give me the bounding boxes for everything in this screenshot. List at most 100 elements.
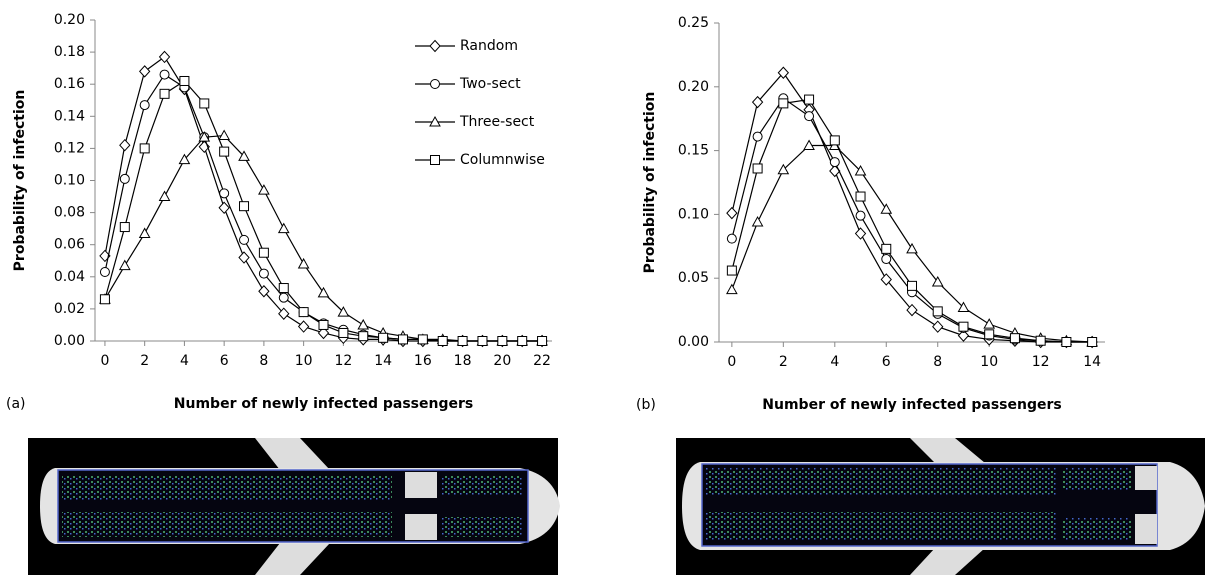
data-point	[880, 203, 893, 214]
data-point	[517, 336, 528, 346]
data-point	[278, 307, 290, 320]
data-point	[726, 206, 738, 220]
data-point	[219, 146, 230, 157]
data-point	[178, 153, 191, 165]
y-tick-label: 0.25	[678, 15, 709, 31]
x-tick-label: 4	[180, 353, 189, 369]
data-point	[138, 65, 151, 78]
data-point	[119, 138, 131, 152]
y-tick-label: 0.00	[678, 334, 709, 350]
x-tick-label: 6	[882, 354, 891, 370]
data-point	[159, 69, 170, 80]
data-point	[258, 247, 269, 258]
y-tick-label: 0.10	[54, 173, 85, 189]
data-point	[1087, 337, 1098, 347]
data-point	[437, 336, 448, 346]
x-tick-label: 0	[727, 354, 736, 370]
data-point	[297, 257, 310, 269]
data-point	[1035, 335, 1046, 346]
data-point	[239, 234, 250, 245]
data-point	[317, 326, 330, 340]
y-tick-label: 0.02	[54, 301, 85, 317]
data-point	[258, 184, 270, 195]
data-point	[138, 227, 151, 238]
legend-label: Three-sect	[459, 114, 535, 130]
data-point	[337, 306, 350, 317]
y-axis-title: Probability of infection	[642, 92, 658, 274]
x-axis-title: Number of newly infected passengers	[174, 396, 473, 412]
data-point	[99, 294, 110, 305]
data-point	[804, 94, 815, 105]
data-point	[829, 164, 841, 178]
data-point	[829, 157, 840, 168]
data-point	[983, 318, 996, 329]
y-tick-label: 0.16	[54, 76, 85, 92]
x-tick-label: 2	[140, 353, 149, 369]
data-point	[855, 210, 866, 221]
x-tick-label: 22	[533, 353, 551, 369]
plane-image-a	[28, 438, 560, 575]
data-point	[777, 163, 790, 175]
data-point	[238, 150, 250, 161]
data-point	[417, 334, 428, 345]
data-point	[358, 331, 369, 342]
data-point	[932, 320, 944, 333]
data-point	[854, 164, 867, 176]
data-point	[317, 286, 330, 298]
data-point	[298, 307, 309, 318]
data-point	[338, 327, 349, 338]
legend-label: Two-sect	[459, 76, 521, 92]
legend-marker	[430, 79, 440, 89]
y-tick-label: 0.12	[54, 140, 85, 156]
y-tick-label: 0.15	[678, 143, 709, 159]
y-axis-title: Probability of infection	[12, 90, 28, 272]
data-point	[803, 139, 815, 150]
plane-image-b	[676, 438, 1205, 575]
legend-marker	[430, 155, 440, 165]
data-point	[751, 95, 764, 109]
x-tick-label: 18	[454, 353, 472, 369]
data-point	[881, 254, 892, 265]
x-tick-label: 16	[414, 353, 432, 369]
data-point	[378, 332, 389, 343]
data-point	[397, 334, 408, 345]
legend-label: Columnwise	[460, 152, 545, 168]
x-tick-label: 8	[933, 354, 942, 370]
x-tick-label: 10	[980, 354, 998, 370]
data-point	[804, 111, 815, 122]
data-point	[752, 163, 763, 174]
data-point	[238, 251, 250, 264]
x-tick-label: 4	[830, 354, 839, 370]
legend-marker	[429, 39, 441, 53]
data-point	[139, 143, 150, 154]
legend-label: Random	[460, 38, 518, 54]
data-point	[1009, 333, 1020, 344]
x-tick-label: 10	[295, 353, 313, 369]
y-tick-label: 0.20	[678, 79, 709, 95]
data-point	[880, 273, 892, 286]
data-point	[778, 98, 789, 109]
data-point	[258, 268, 269, 279]
data-point	[829, 135, 840, 146]
data-point	[99, 266, 110, 277]
data-point	[119, 222, 130, 233]
data-point	[932, 306, 943, 317]
data-point	[906, 303, 918, 317]
data-point	[219, 188, 230, 199]
data-point	[958, 321, 969, 332]
data-point	[957, 329, 970, 342]
data-point	[906, 242, 918, 254]
data-point	[158, 50, 171, 64]
data-point	[159, 88, 170, 99]
y-tick-label: 0.18	[54, 44, 85, 60]
data-point	[278, 292, 289, 303]
y-tick-label: 0.06	[54, 237, 85, 253]
data-point	[218, 201, 230, 215]
y-tick-label: 0.08	[54, 205, 85, 221]
y-tick-label: 0.00	[54, 333, 85, 349]
y-tick-label: 0.20	[54, 12, 85, 28]
panel-label: (b)	[636, 397, 656, 413]
data-point	[179, 75, 190, 86]
series-line	[731, 71, 1093, 343]
